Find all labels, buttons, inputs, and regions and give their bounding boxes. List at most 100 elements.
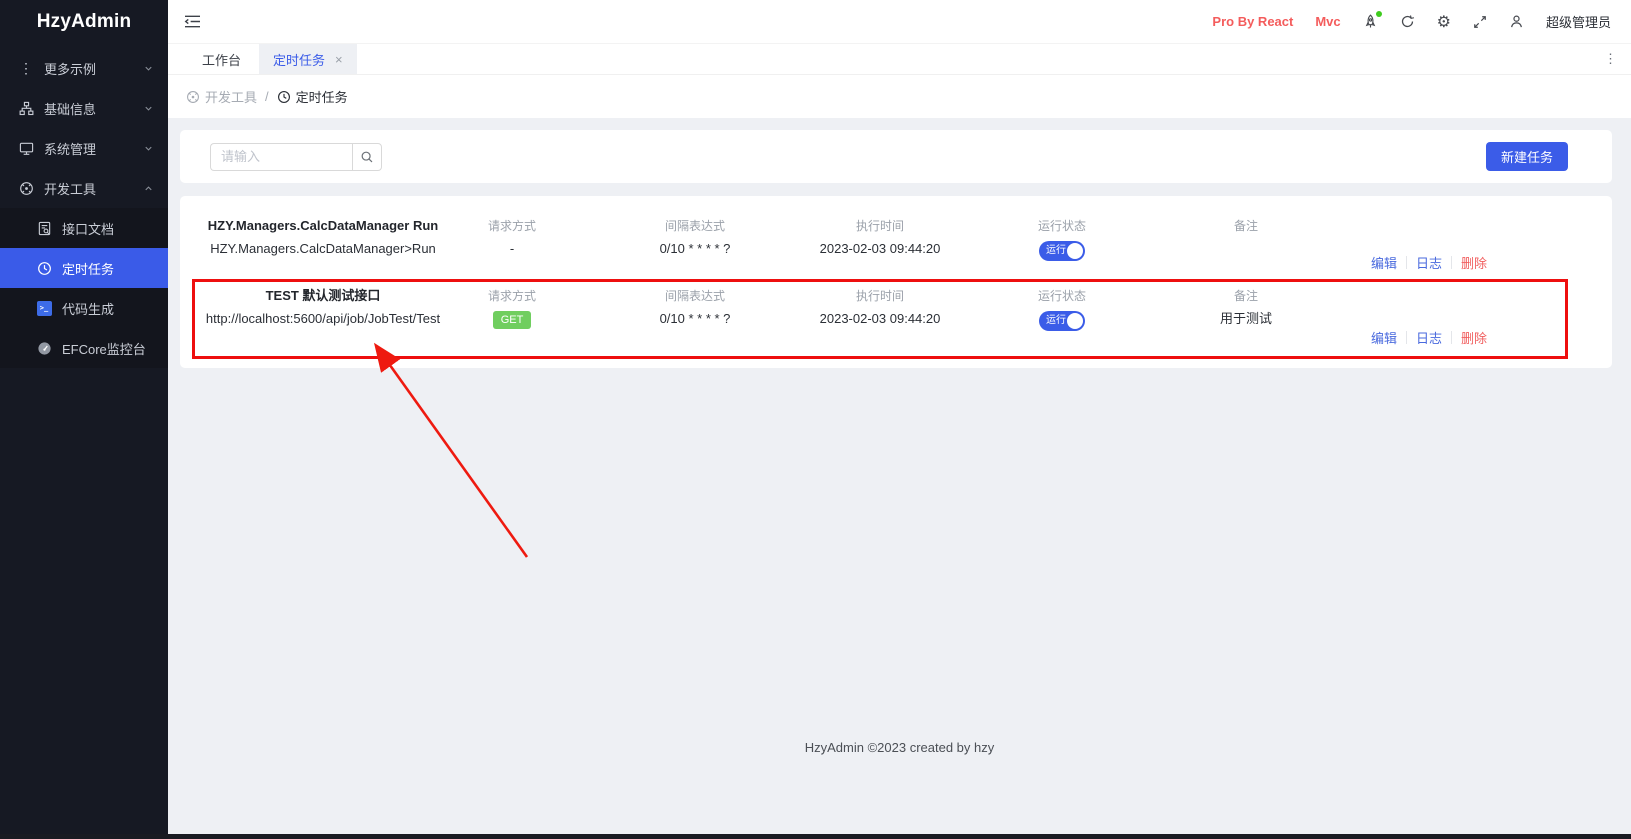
job-remark-cell: 备注 (1180, 219, 1312, 279)
sidebar-item-label: 系统管理 (44, 141, 97, 157)
job-title: HZY.Managers.CalcDataManager Run (207, 218, 439, 233)
run-status-toggle[interactable]: 运行 (1039, 241, 1085, 261)
sitemap-icon (18, 100, 34, 116)
exec-time-value: 2023-02-03 09:44:20 (819, 241, 941, 256)
reload-icon[interactable] (1400, 14, 1415, 29)
toggle-knob (1067, 313, 1083, 329)
status-dot (1375, 10, 1382, 17)
job-title: TEST 默认测试接口 (265, 288, 381, 303)
new-task-button[interactable]: 新建任务 (1485, 142, 1568, 171)
footer-text: HzyAdmin ©2023 created by hzy (804, 740, 995, 755)
search-group (210, 142, 382, 171)
job-row: TEST 默认测试接口 http://localhost:5600/api/jo… (196, 279, 1596, 358)
sidebar-item-more-examples[interactable]: 更多示例 (0, 48, 168, 88)
column-label: 备注 (1233, 219, 1258, 233)
divider (1451, 330, 1452, 344)
sidebar-item-label: 更多示例 (44, 61, 97, 77)
toggle-knob (1067, 243, 1083, 259)
column-label: 间隔表达式 (664, 219, 725, 233)
sidebar-item-system-mgmt[interactable]: 系统管理 (0, 128, 168, 168)
breadcrumb-label: 定时任务 (295, 90, 348, 105)
job-remark-cell: 备注 用于测试 (1180, 289, 1312, 358)
method-badge: GET (492, 311, 532, 329)
job-name-cell: TEST 默认测试接口 http://localhost:5600/api/jo… (196, 289, 450, 358)
divider (1405, 330, 1407, 344)
close-icon[interactable] (335, 53, 343, 66)
compass-icon (18, 180, 34, 196)
job-subtitle: HZY.Managers.CalcDataManager>Run (210, 241, 436, 256)
sidebar-item-api-docs[interactable]: 接口文档 (0, 208, 168, 248)
sidebar-item-label: 开发工具 (44, 181, 97, 197)
column-label: 执行时间 (855, 219, 904, 233)
chevron-down-icon (143, 143, 154, 154)
edit-link[interactable]: 编辑 (1370, 256, 1397, 271)
clock-icon (36, 260, 52, 276)
pro-by-react-link[interactable]: Pro By React (1212, 14, 1294, 29)
dots-vertical-icon (18, 60, 34, 76)
job-list-card: HZY.Managers.CalcDataManager Run HZY.Man… (180, 196, 1612, 368)
gauge-icon (36, 340, 52, 356)
remark-value: 用于测试 (1219, 311, 1272, 326)
job-method-cell: 请求方式 GET (450, 289, 574, 358)
chevron-up-icon (143, 183, 154, 194)
terminal-icon (36, 300, 52, 316)
job-exec-time-cell: 执行时间 2023-02-03 09:44:20 (816, 289, 944, 358)
toggle-label: 运行 (1046, 245, 1066, 256)
toggle-label: 运行 (1046, 315, 1066, 326)
sidebar: HzyAdmin 更多示例 基础信息 (0, 0, 168, 839)
breadcrumb-label: 开发工具 (205, 90, 258, 105)
sidebar-item-basic-info[interactable]: 基础信息 (0, 88, 168, 128)
search-input[interactable] (210, 142, 352, 171)
column-label: 运行状态 (1037, 219, 1086, 233)
job-row: HZY.Managers.CalcDataManager Run HZY.Man… (196, 196, 1596, 279)
monitor-icon (18, 140, 34, 156)
tab-workbench[interactable]: 工作台 (184, 44, 259, 74)
rocket-icon[interactable] (1363, 10, 1382, 30)
sidebar-item-label: 接口文档 (62, 221, 115, 237)
breadcrumb-dev-tools[interactable]: 开发工具 (186, 87, 257, 106)
sidebar-item-label: 基础信息 (44, 101, 97, 117)
log-link[interactable]: 日志 (1415, 256, 1442, 271)
user-icon[interactable] (1509, 14, 1524, 29)
search-button[interactable] (352, 142, 382, 171)
tab-bar: 工作台 定时任务 (168, 44, 1631, 75)
fullscreen-icon[interactable] (1473, 15, 1487, 29)
tab-scheduled-tasks[interactable]: 定时任务 (259, 44, 357, 74)
delete-link[interactable]: 删除 (1461, 330, 1488, 346)
content-area: 新建任务 HZY.Managers.CalcDataManager Run HZ… (168, 118, 1631, 839)
job-cron-cell: 间隔表达式 0/10 * * * * ? (574, 289, 816, 358)
file-doc-icon (36, 220, 52, 236)
run-status-toggle[interactable]: 运行 (1039, 311, 1085, 331)
taskbar-edge (0, 834, 1631, 839)
sidebar-item-efcore-monitor[interactable]: EFCore监控台 (0, 328, 168, 368)
mvc-link[interactable]: Mvc (1315, 14, 1341, 29)
settings-gear-icon[interactable]: ⚙︎ (1436, 13, 1451, 31)
job-status-cell: 运行状态 运行 (944, 289, 1180, 358)
sidebar-item-scheduled-tasks[interactable]: 定时任务 (0, 248, 168, 288)
chevron-down-icon (143, 63, 154, 74)
method-value: - (509, 241, 515, 256)
sidebar-item-dev-tools[interactable]: 开发工具 (0, 168, 168, 208)
main-area: Pro By React Mvc ⚙︎ (168, 0, 1631, 839)
job-name-cell: HZY.Managers.CalcDataManager Run HZY.Man… (196, 219, 450, 279)
cron-value: 0/10 * * * * ? (659, 311, 731, 326)
menu-fold-icon[interactable] (184, 14, 201, 29)
divider (1451, 256, 1452, 269)
job-exec-time-cell: 执行时间 2023-02-03 09:44:20 (816, 219, 944, 279)
tab-label: 定时任务 (273, 52, 326, 68)
sidebar-item-label: EFCore监控台 (62, 341, 146, 357)
job-method-cell: 请求方式 - (450, 219, 574, 279)
log-link[interactable]: 日志 (1415, 330, 1442, 346)
breadcrumb: 开发工具 / 定时任务 (168, 75, 1631, 118)
job-actions-cell: 编辑 日志 删除 (1312, 289, 1596, 358)
top-header: Pro By React Mvc ⚙︎ (168, 0, 1631, 44)
column-label: 间隔表达式 (664, 289, 725, 303)
sidebar-item-label: 代码生成 (62, 301, 115, 317)
tab-options-icon[interactable] (1604, 44, 1617, 74)
edit-link[interactable]: 编辑 (1370, 330, 1397, 346)
job-status-cell: 运行状态 运行 (944, 219, 1180, 279)
sidebar-item-label: 定时任务 (62, 261, 115, 277)
current-user[interactable]: 超级管理员 (1545, 15, 1611, 30)
sidebar-item-code-gen[interactable]: 代码生成 (0, 288, 168, 328)
delete-link[interactable]: 删除 (1461, 256, 1488, 271)
